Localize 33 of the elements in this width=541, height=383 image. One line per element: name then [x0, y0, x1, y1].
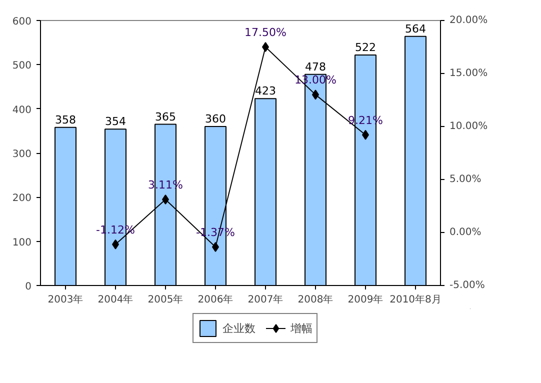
data-label: 17.50% — [244, 26, 286, 39]
data-label: 564 — [405, 22, 426, 36]
data-label: 423 — [255, 84, 276, 98]
y2-tick-label: 20.00% — [450, 15, 488, 26]
y-tick-label: 200 — [12, 193, 32, 204]
x-tick-label: 2005年 — [148, 294, 184, 306]
y-tick-label: 400 — [12, 104, 32, 116]
data-label: 354 — [105, 115, 126, 128]
y2-tick-label: 15.00% — [450, 68, 488, 79]
data-label: 365 — [155, 110, 176, 124]
point — [262, 42, 269, 52]
y2-tick-label: 0.00% — [450, 227, 482, 238]
y-tick-label: 500 — [12, 60, 32, 72]
y-tick-label: 0 — [25, 282, 32, 292]
y2-tick-label: 5.00% — [450, 174, 482, 185]
y2-tick-label: -5.00% — [450, 280, 485, 291]
y-tick-label: 300 — [12, 149, 32, 160]
data-label: 478 — [305, 60, 326, 74]
y2-tick-label: 10.00% — [450, 121, 488, 132]
legend-label: 增幅 — [290, 320, 312, 336]
x-tick-label: 2003年 — [48, 294, 84, 306]
y-tick-label: 100 — [12, 237, 32, 248]
y-tick-label: 600 — [12, 16, 32, 28]
x-tick-label: 2007年 — [248, 294, 284, 306]
data-label: 522 — [355, 40, 376, 54]
data-label: 358 — [55, 113, 76, 126]
x-tick-label: 2010年8月 — [390, 294, 442, 306]
x-tick-label: 2008年 — [298, 294, 334, 306]
legend-label: 企业数 — [222, 320, 256, 336]
x-tick-label: 2004年 — [98, 294, 134, 306]
x-tick-label: 2009年 — [348, 294, 384, 306]
data-label: 360 — [205, 112, 226, 126]
x-tick-label: 2006年 — [198, 294, 234, 306]
